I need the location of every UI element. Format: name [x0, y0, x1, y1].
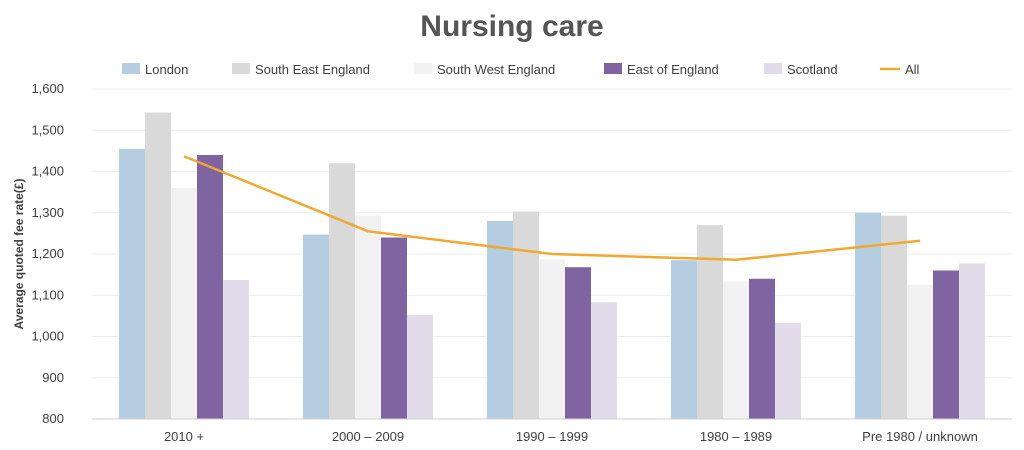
bar-london — [855, 212, 881, 419]
bar-scotland — [223, 279, 249, 419]
series-lines — [183, 155, 921, 262]
legend-label-south-west-england: South West England — [437, 62, 555, 77]
legend-swatch-south-east-england — [232, 63, 250, 74]
x-tick-label: 1990 – 1999 — [516, 429, 588, 444]
legend-label-south-east-england: South East England — [255, 62, 370, 77]
bar-south-east-england — [881, 215, 907, 419]
bar-south-west-england — [723, 281, 749, 419]
bars — [119, 112, 985, 419]
legend-swatch-east-of-england — [604, 63, 622, 74]
bar-scotland — [775, 322, 801, 419]
bar-london — [671, 260, 697, 419]
y-tick-label: 1,500 — [31, 122, 64, 137]
chart-title: Nursing care — [420, 10, 603, 43]
x-axis-ticks: 2010 + 2000 – 2009 1990 – 1999 1980 – 1989 P… — [164, 429, 978, 444]
bar-scotland — [959, 263, 985, 419]
y-tick-label: 900 — [42, 370, 64, 385]
legend-label-london: London — [145, 62, 188, 77]
bar-south-west-england — [171, 188, 197, 419]
y-axis-ticks: 800 900 1,000 1,100 1,200 1,300 1,400 1,500 1,60… — [31, 81, 64, 426]
y-tick-label: 1,000 — [31, 329, 64, 344]
bar-east-of-england — [381, 237, 407, 419]
y-tick-label: 1,300 — [31, 205, 64, 220]
bar-london — [119, 148, 145, 419]
bar-east-of-england — [565, 267, 591, 419]
bar-south-west-england — [355, 215, 381, 419]
bar-south-west-england — [907, 284, 933, 419]
bar-south-west-england — [539, 259, 565, 419]
bar-east-of-england — [933, 270, 959, 419]
legend-swatch-scotland — [764, 63, 782, 74]
legend: London South East England South West Engla… — [122, 62, 920, 77]
y-tick-label: 1,100 — [31, 287, 64, 302]
y-axis-label: Average quoted fee rate(£) — [12, 179, 26, 330]
bar-london — [303, 234, 329, 419]
y-tick-label: 1,200 — [31, 246, 64, 261]
y-tick-label: 1,600 — [31, 81, 64, 96]
x-tick-label: 2010 + — [164, 429, 204, 444]
bar-east-of-england — [197, 155, 223, 419]
x-tick-label: 2000 – 2009 — [332, 429, 404, 444]
legend-label-scotland: Scotland — [787, 62, 838, 77]
bar-scotland — [407, 315, 433, 419]
x-tick-label: 1980 – 1989 — [700, 429, 772, 444]
y-tick-label: 800 — [42, 411, 64, 426]
legend-swatch-south-west-england — [414, 63, 432, 74]
x-tick-label: Pre 1980 / unknown — [862, 429, 978, 444]
legend-swatch-london — [122, 63, 140, 74]
y-tick-label: 1,400 — [31, 164, 64, 179]
bar-scotland — [591, 302, 617, 419]
legend-label-all: All — [905, 62, 920, 77]
line-all — [183, 155, 921, 262]
bar-east-of-england — [749, 278, 775, 419]
bar-london — [487, 221, 513, 419]
legend-label-east-of-england: East of England — [627, 62, 719, 77]
bar-south-east-england — [329, 163, 355, 419]
bar-south-east-england — [697, 225, 723, 419]
bar-south-east-england — [145, 112, 171, 419]
bar-south-east-england — [513, 211, 539, 419]
